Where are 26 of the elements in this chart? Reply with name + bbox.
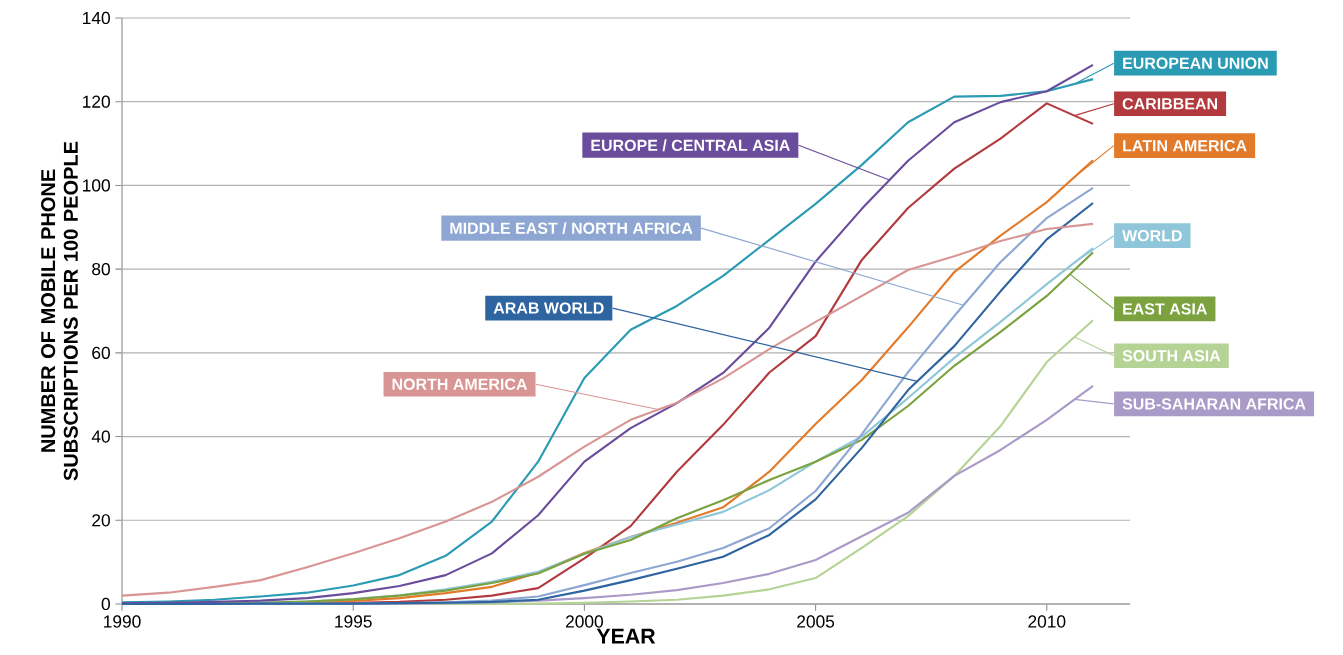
y-tick-label: 40 xyxy=(91,430,110,443)
legend-label: SOUTH ASIA xyxy=(1122,350,1221,362)
y-tick-label: 60 xyxy=(92,346,110,359)
legend-label: CARIBBEAN xyxy=(1122,98,1217,110)
text: EUROPE / CENTRAL ASIA xyxy=(591,139,790,152)
y-tick-label: 20 xyxy=(92,514,110,527)
x-tick-label: 2000 xyxy=(565,615,603,628)
legend-label: SUB-SAHARAN AFRICA xyxy=(1122,398,1306,410)
text: MIDDLE EAST / NORTH AFRICA xyxy=(450,222,693,235)
y-tick-label: 100 xyxy=(83,179,110,192)
x-axis-title: YEAR xyxy=(596,628,656,644)
y-axis-title: NUMBER OF MOBILE PHONE SUBSCRIPTIONS PER 100 PEOPLE xyxy=(41,141,78,481)
series-label: LATIN AMERICA xyxy=(1123,139,1247,152)
series-label: WORLD xyxy=(1122,229,1182,242)
text: EAST ASIA xyxy=(1123,303,1207,315)
y-tick-label: 0 xyxy=(101,597,110,611)
x-tick-label: 2010 xyxy=(1028,615,1066,628)
text: NORTH AMERICA xyxy=(392,378,528,390)
y-tick-label: 120 xyxy=(83,95,110,108)
x-tick-label: 1990 xyxy=(104,615,141,628)
y-tick-label: 140 xyxy=(83,11,110,25)
text: ARAB WORLD xyxy=(493,302,604,314)
x-tick-label: 1995 xyxy=(335,615,372,628)
x-tick-label: 2005 xyxy=(797,615,835,628)
y-tick-label: 80 xyxy=(92,262,110,276)
legend-label: EUROPEAN UNION xyxy=(1123,57,1268,69)
